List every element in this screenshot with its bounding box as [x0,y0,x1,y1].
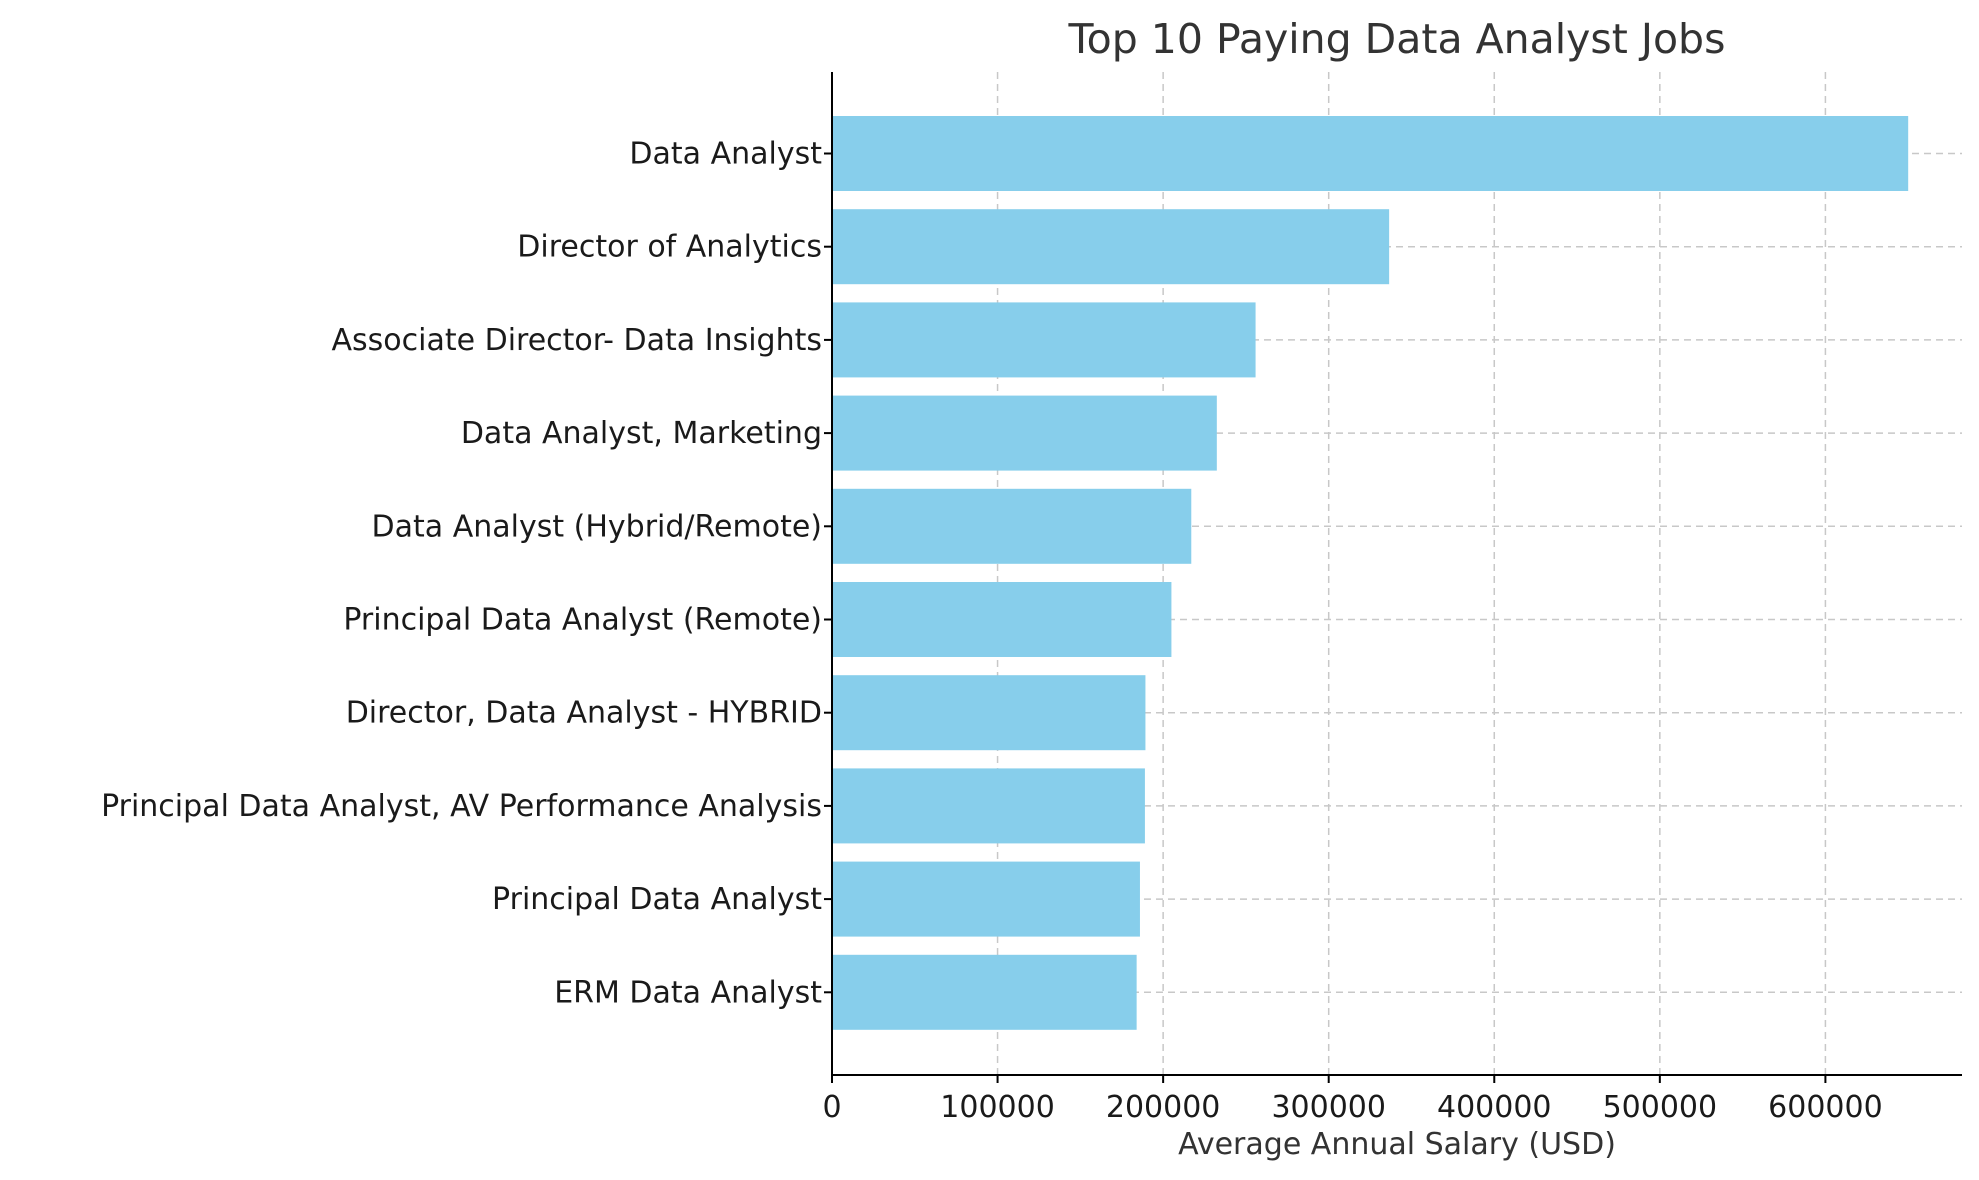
bar [832,209,1390,285]
category-label: Director of Analytics [517,230,822,265]
category-label: Director, Data Analyst - HYBRID [346,696,822,731]
x-tick-label: 300000 [1271,1090,1386,1125]
x-axis-label: Average Annual Salary (USD) [1178,1127,1616,1162]
category-label: Data Analyst, Marketing [461,416,822,451]
category-label: Principal Data Analyst (Remote) [343,603,822,638]
bar [832,395,1217,471]
bar [832,302,1256,378]
chart-title: Top 10 Paying Data Analyst Jobs [1068,15,1726,63]
bars [832,116,1909,1030]
category-labels: Data Analyst Director of Analytics Associa… [101,137,822,1011]
category-label: Data Analyst (Hybrid/Remote) [372,509,822,544]
x-tick-label: 400000 [1437,1090,1552,1125]
bar [832,861,1140,937]
bar [832,582,1172,657]
category-label: Principal Data Analyst [492,882,822,917]
grid-lines [832,72,1962,1075]
bar [832,954,1137,1030]
x-tick-label: 100000 [940,1090,1055,1125]
x-tick-label: 200000 [1106,1090,1221,1125]
bar [832,675,1146,751]
category-label: Associate Director- Data Insights [331,323,822,358]
category-label: Data Analyst [629,137,822,172]
x-tick-label: 0 [822,1090,841,1125]
bar [832,768,1145,844]
x-tick-label: 600000 [1768,1090,1883,1125]
x-tick-label: 500000 [1603,1090,1718,1125]
category-label: Principal Data Analyst, AV Performance A… [101,789,822,824]
x-axis-ticks: 0 100000 200000 300000 400000 500000 600000 [822,152,1883,1125]
bar [832,488,1192,564]
category-label: ERM Data Analyst [554,975,822,1010]
bar [832,116,1909,191]
